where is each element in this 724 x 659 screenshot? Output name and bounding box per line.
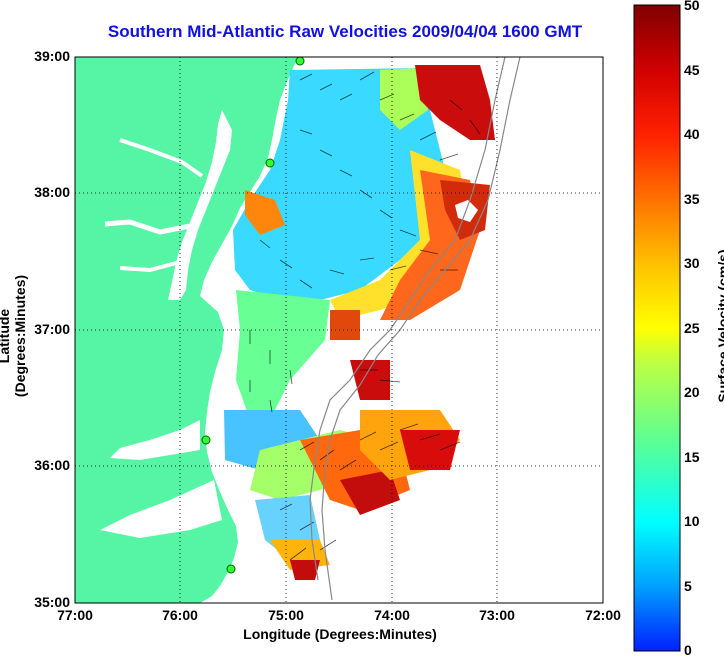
land-mass [75, 57, 298, 603]
colorbar-tick: 25 [684, 320, 700, 336]
station-marker [201, 435, 211, 445]
y-tick-label: 39:00 [34, 48, 70, 64]
x-tick-label: 77:00 [57, 607, 93, 623]
station-marker [226, 564, 236, 574]
bathymetry-contour [321, 57, 521, 601]
x-tick-label: 74:00 [374, 607, 410, 623]
y-tick-label: 35:00 [34, 594, 70, 610]
y-tick-label: 37:00 [34, 321, 70, 337]
x-tick-label: 73:00 [479, 607, 515, 623]
y-tick-label: 36:00 [34, 457, 70, 473]
y-tick-label: 38:00 [34, 184, 70, 200]
colorbar-tick: 5 [684, 578, 692, 594]
x-tick-label: 76:00 [162, 607, 198, 623]
colorbar-tick: 35 [684, 191, 700, 207]
colorbar-label: Surface Velocity (cm/s) [715, 249, 724, 403]
station-marker [265, 158, 275, 168]
sound-water [100, 480, 222, 538]
x-tick-label: 72:00 [585, 607, 621, 623]
x-axis-label: Longitude (Degrees:Minutes) [243, 626, 437, 642]
bay-tributary [119, 138, 204, 178]
colorbar [633, 4, 681, 652]
bay-tributary [104, 219, 191, 235]
bathymetry-contour [309, 57, 506, 581]
colorbar-tick: 30 [684, 255, 700, 271]
colorbar-tick: 0 [684, 642, 692, 658]
colorbar-tick: 20 [684, 384, 700, 400]
plot-frame [74, 56, 604, 604]
chesapeake-bay [168, 110, 232, 300]
colorbar-tick: 10 [684, 513, 700, 529]
colorbar-tick: 50 [684, 0, 700, 13]
map-title: Southern Mid-Atlantic Raw Velocities 200… [107, 22, 583, 41]
x-tick-label: 75:00 [268, 607, 304, 623]
station-marker [295, 57, 305, 66]
velocity-field [224, 65, 495, 580]
y-axis-label: Latitude (Degrees:Minutes) [0, 274, 28, 398]
grid-lines [75, 57, 603, 603]
colorbar-tick: 40 [684, 126, 700, 142]
bay-tributary [119, 260, 181, 273]
sound-water [110, 420, 200, 460]
colorbar-tick: 15 [684, 449, 700, 465]
colorbar-tick: 45 [684, 62, 700, 78]
